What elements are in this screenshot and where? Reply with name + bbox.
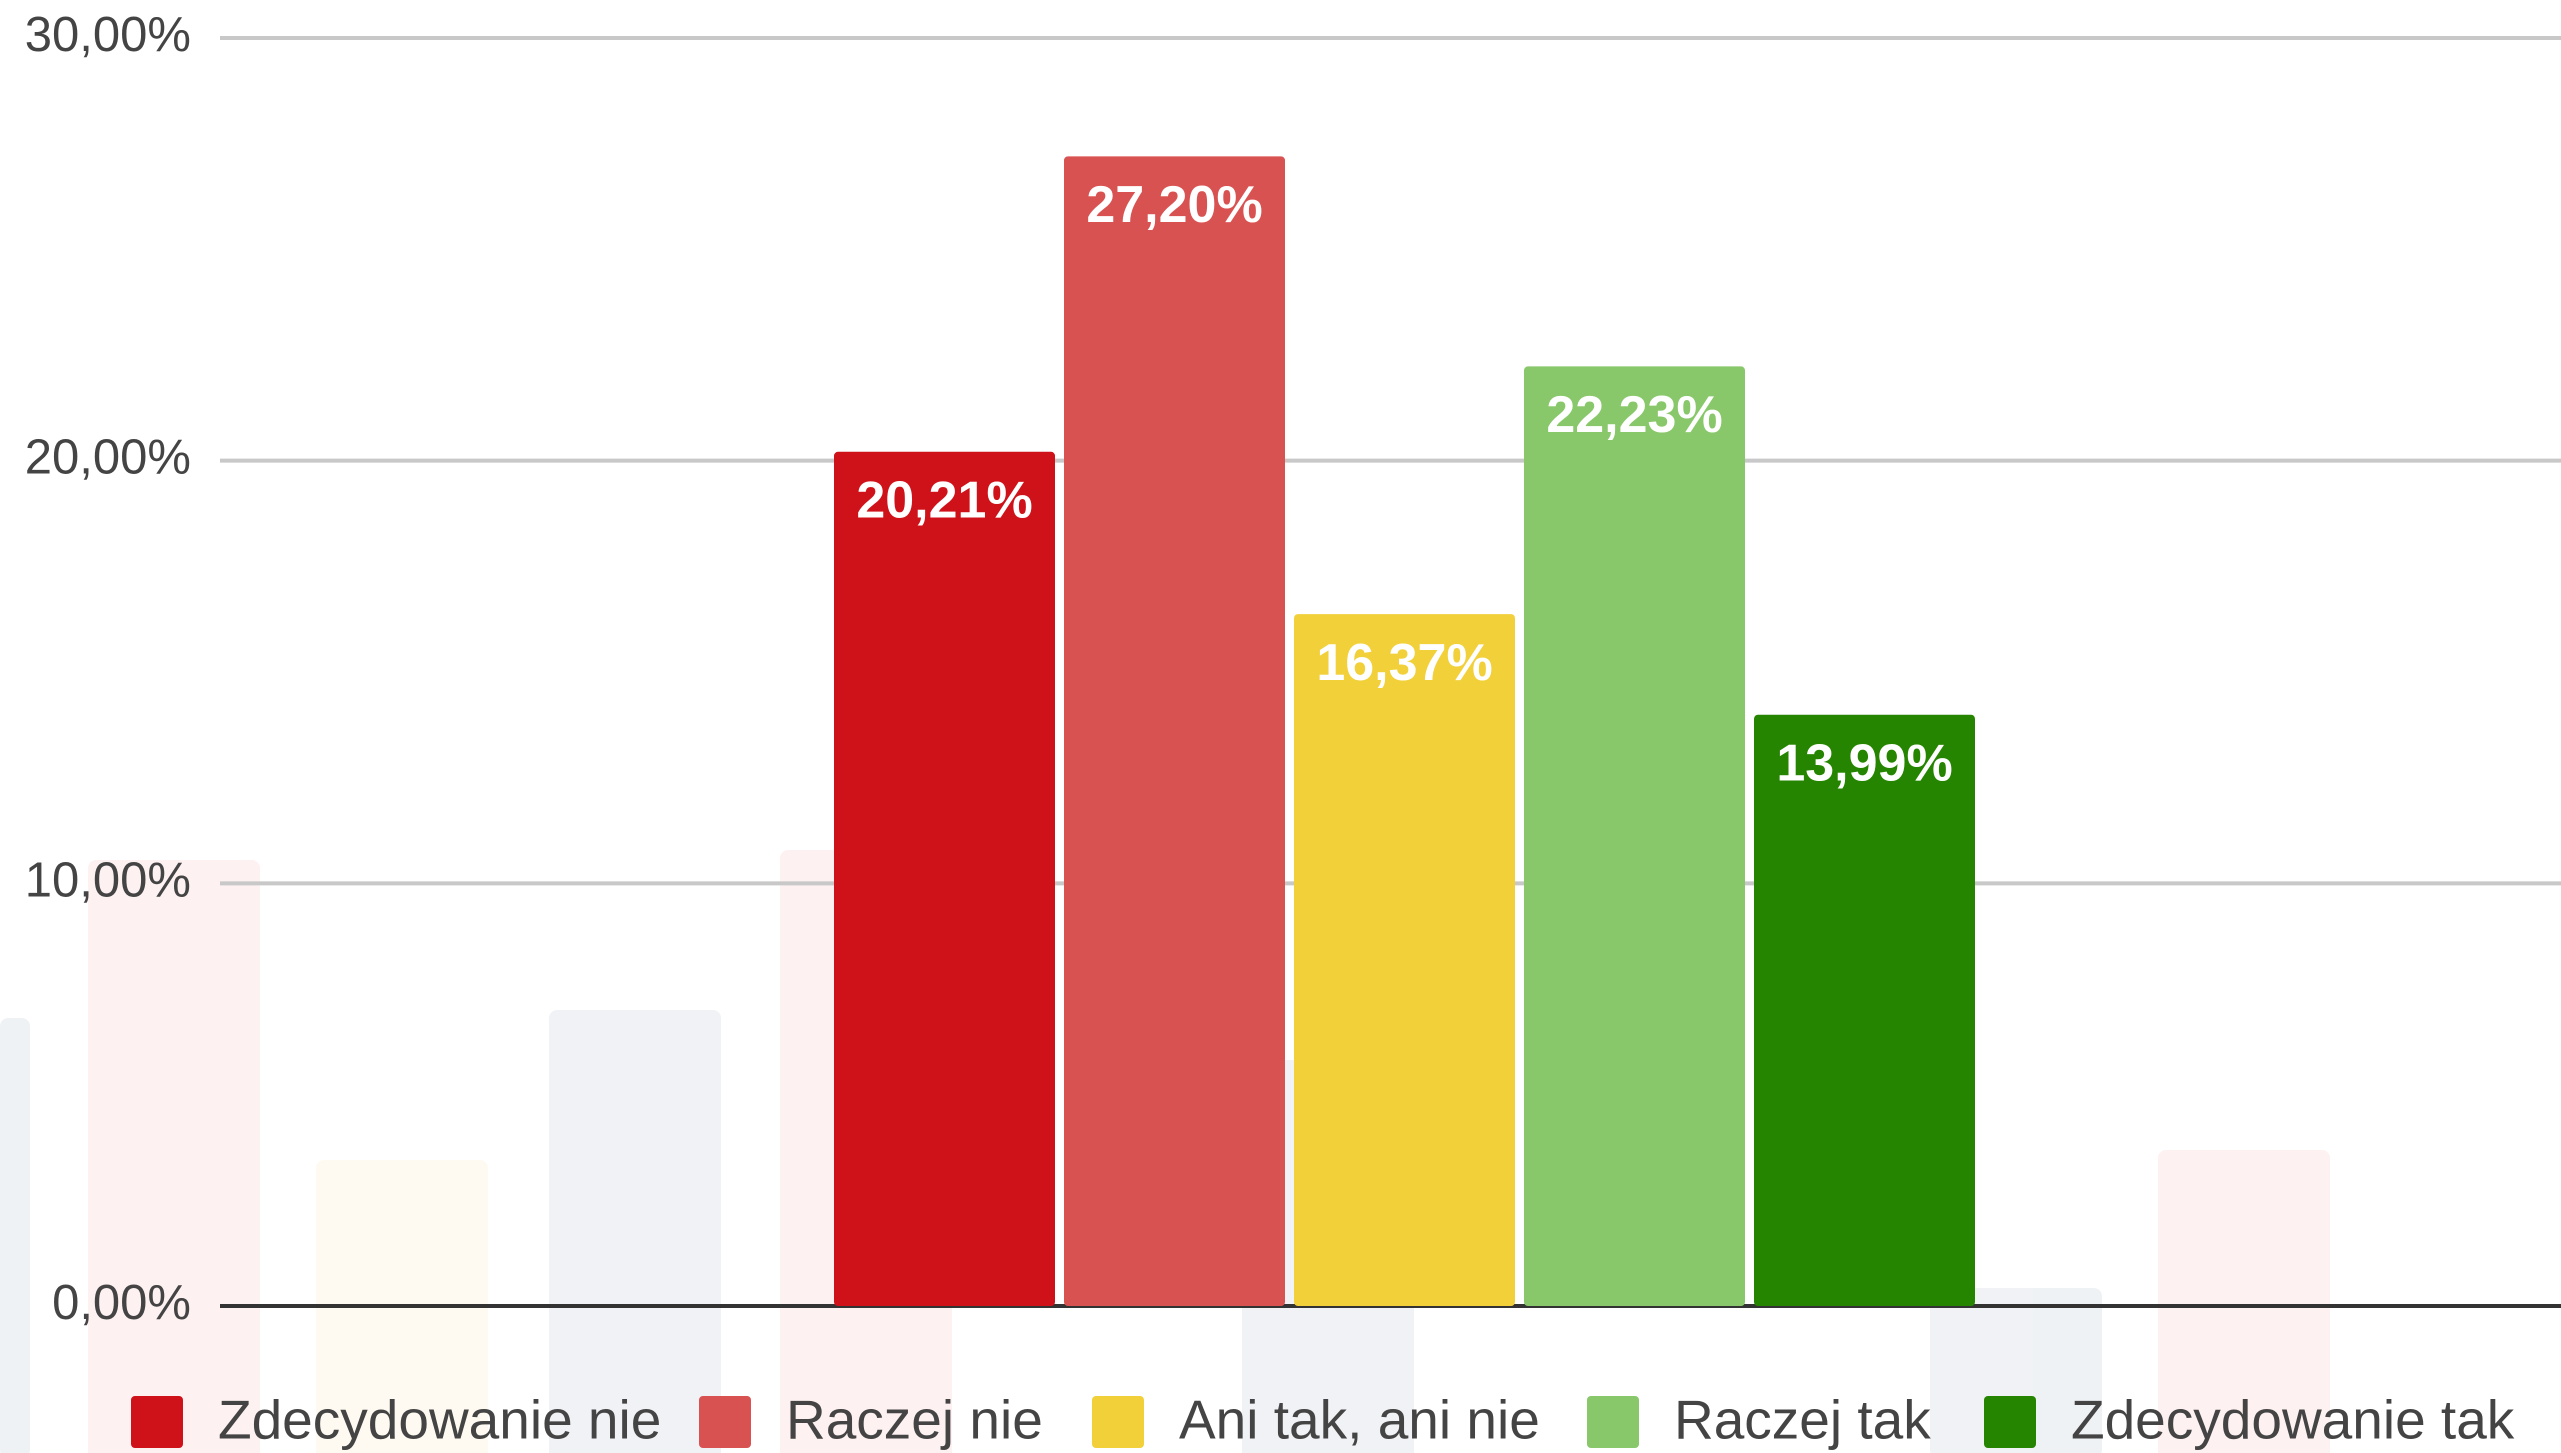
y-tick-label: 0,00%: [52, 1276, 191, 1330]
legend-label: Zdecydowanie tak: [2071, 1389, 2515, 1451]
bar: [1294, 614, 1515, 1306]
background-decoration: [0, 850, 2330, 1453]
legend-label: Zdecydowanie nie: [218, 1389, 661, 1451]
data-label: 20,21%: [856, 472, 1032, 530]
y-tick-label: 20,00%: [25, 431, 191, 485]
bar: [1754, 714, 1975, 1306]
y-tick-label: 30,00%: [25, 8, 191, 62]
legend-swatch: [699, 1396, 751, 1448]
legend-swatch: [1587, 1396, 1639, 1448]
bar: [1524, 366, 1745, 1306]
bar: [834, 451, 1055, 1307]
data-label: 27,20%: [1086, 176, 1262, 234]
data-label: 22,23%: [1546, 386, 1722, 444]
legend-swatch: [1984, 1396, 2036, 1448]
legend-label: Raczej nie: [786, 1389, 1043, 1451]
data-label: 16,37%: [1316, 634, 1492, 692]
data-label: 13,99%: [1776, 734, 1952, 792]
y-tick-label: 10,00%: [25, 853, 191, 907]
legend-label: Ani tak, ani nie: [1179, 1389, 1540, 1451]
legend-label: Raczej tak: [1674, 1389, 1931, 1451]
bar: [1064, 156, 1285, 1306]
legend-swatch: [1092, 1396, 1144, 1448]
legend-swatch: [131, 1396, 183, 1448]
